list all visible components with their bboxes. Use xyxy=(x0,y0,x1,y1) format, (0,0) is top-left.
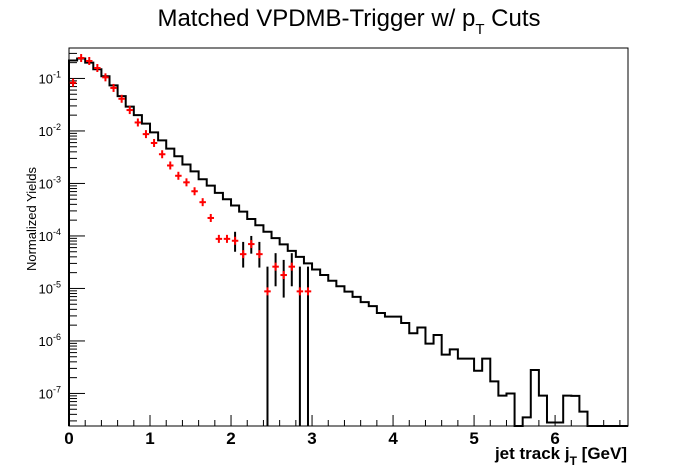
data-point xyxy=(248,235,255,254)
y-axis-label: Normalized Yields xyxy=(24,167,39,272)
data-point xyxy=(175,171,182,180)
y-tick-label: 10-6 xyxy=(39,332,61,349)
data-point xyxy=(110,83,117,92)
x-tick-label: 1 xyxy=(145,429,154,448)
y-tick-label: 10-5 xyxy=(39,279,61,296)
data-point xyxy=(142,130,150,139)
data-point xyxy=(158,150,166,159)
data-point xyxy=(280,259,287,298)
x-axis-tick-labels: 0 1 2 3 4 5 6 xyxy=(64,429,560,448)
x-tick-label: 6 xyxy=(550,429,559,448)
x-axis-label: jet track jT [GeV] xyxy=(494,444,627,468)
y-tick-label: 10-3 xyxy=(39,174,61,191)
data-point xyxy=(134,118,142,127)
data-markers xyxy=(69,54,312,426)
data-point xyxy=(207,213,215,222)
data-point xyxy=(215,234,223,243)
chart-title-main: Matched VPDMB-Trigger w/ p xyxy=(157,5,475,32)
data-point xyxy=(304,266,312,426)
x-tick-label: 2 xyxy=(226,429,235,448)
y-axis-tick-labels: 10-7 10-6 10-5 10-4 10-3 10-2 10-1 xyxy=(39,69,61,401)
data-point xyxy=(191,187,198,196)
data-point xyxy=(296,266,304,426)
y-axis-ticks xyxy=(69,52,85,422)
x-axis-ticks xyxy=(68,415,621,426)
data-point xyxy=(288,253,296,287)
data-point xyxy=(239,241,247,268)
histogram-line xyxy=(68,57,628,427)
data-point xyxy=(102,73,109,82)
chart-title: Matched VPDMB-Trigger w/ pT Cuts xyxy=(157,5,540,38)
data-point xyxy=(86,56,93,65)
x-axis-label-tail: [GeV] xyxy=(577,444,627,463)
x-tick-label: 3 xyxy=(307,429,316,448)
y-tick-label: 10-4 xyxy=(39,227,61,244)
x-axis-label-main: jet track j xyxy=(494,444,570,463)
chart-title-tail: Cuts xyxy=(485,5,541,32)
data-point xyxy=(126,106,134,115)
data-point xyxy=(264,266,271,426)
data-point xyxy=(183,178,190,187)
data-point xyxy=(256,241,263,268)
x-tick-label: 0 xyxy=(64,429,73,448)
data-point xyxy=(118,94,125,103)
plot-frame xyxy=(68,47,629,427)
x-tick-label: 4 xyxy=(388,429,398,448)
data-point xyxy=(167,161,174,170)
data-point xyxy=(223,234,231,243)
data-point xyxy=(69,78,77,87)
data-point xyxy=(272,253,279,287)
y-tick-label: 10-2 xyxy=(39,122,61,139)
x-tick-label: 5 xyxy=(469,429,478,448)
chart-title-sub: T xyxy=(475,21,484,38)
data-point xyxy=(77,54,85,63)
y-tick-label: 10-7 xyxy=(39,384,61,401)
x-axis-label-sub: T xyxy=(570,454,578,468)
data-point xyxy=(94,64,101,73)
data-point xyxy=(231,231,239,252)
y-tick-label: 10-1 xyxy=(39,69,61,86)
data-point xyxy=(199,198,206,207)
data-point xyxy=(150,138,158,147)
